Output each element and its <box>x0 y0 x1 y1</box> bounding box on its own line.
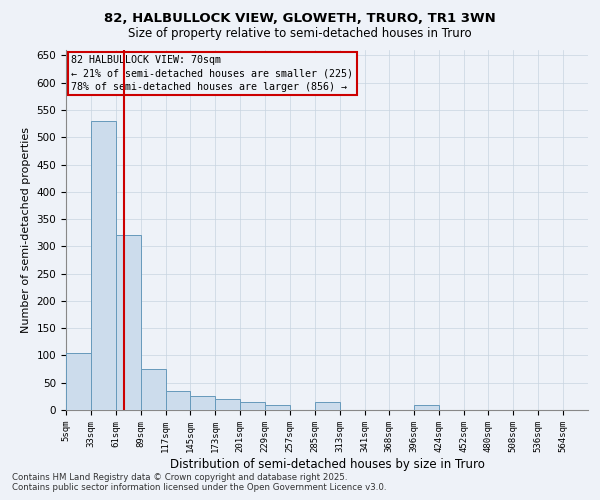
X-axis label: Distribution of semi-detached houses by size in Truro: Distribution of semi-detached houses by … <box>170 458 484 470</box>
Text: Contains HM Land Registry data © Crown copyright and database right 2025.
Contai: Contains HM Land Registry data © Crown c… <box>12 473 386 492</box>
Text: 82, HALBULLOCK VIEW, GLOWETH, TRURO, TR1 3WN: 82, HALBULLOCK VIEW, GLOWETH, TRURO, TR1… <box>104 12 496 26</box>
Text: Size of property relative to semi-detached houses in Truro: Size of property relative to semi-detach… <box>128 28 472 40</box>
Bar <box>91 121 116 410</box>
Bar <box>190 396 215 410</box>
Bar <box>116 236 140 410</box>
Y-axis label: Number of semi-detached properties: Number of semi-detached properties <box>21 127 31 333</box>
Bar <box>140 369 166 410</box>
Bar <box>66 352 91 410</box>
Bar <box>240 402 265 410</box>
Bar <box>215 399 240 410</box>
Text: 82 HALBULLOCK VIEW: 70sqm
← 21% of semi-detached houses are smaller (225)
78% of: 82 HALBULLOCK VIEW: 70sqm ← 21% of semi-… <box>71 56 353 92</box>
Bar <box>414 404 439 410</box>
Bar <box>166 391 190 410</box>
Bar <box>265 404 290 410</box>
Bar <box>315 402 340 410</box>
